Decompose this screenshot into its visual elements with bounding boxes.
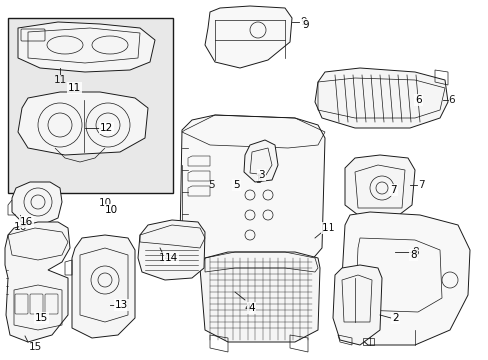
Polygon shape (314, 68, 447, 128)
Text: 14: 14 (158, 253, 171, 263)
Text: 14: 14 (164, 253, 178, 263)
Text: 16: 16 (20, 217, 33, 227)
Polygon shape (5, 222, 70, 342)
Text: 12: 12 (100, 123, 113, 133)
Bar (8, 18, 173, 193)
Text: 8: 8 (409, 250, 416, 260)
Polygon shape (215, 152, 278, 205)
Polygon shape (332, 265, 381, 345)
Text: 8: 8 (411, 247, 418, 257)
Text: 7: 7 (417, 180, 424, 190)
Text: 4: 4 (247, 303, 254, 313)
Polygon shape (341, 212, 469, 345)
Polygon shape (18, 92, 148, 155)
Polygon shape (244, 140, 278, 182)
Text: 9: 9 (302, 20, 308, 30)
Text: 3: 3 (254, 175, 261, 185)
Text: 12: 12 (100, 123, 113, 133)
Text: 6: 6 (414, 95, 421, 105)
Text: 3: 3 (258, 170, 264, 180)
Text: 16: 16 (13, 222, 26, 232)
Polygon shape (72, 235, 135, 338)
Text: 1: 1 (327, 223, 334, 233)
Polygon shape (18, 22, 155, 72)
Text: 13: 13 (115, 300, 128, 310)
Text: 15: 15 (35, 313, 48, 323)
Text: 2: 2 (391, 313, 398, 323)
Text: 15: 15 (28, 342, 41, 352)
Text: 1: 1 (321, 223, 328, 233)
Text: 7: 7 (389, 185, 396, 195)
Polygon shape (12, 182, 62, 225)
Polygon shape (138, 220, 204, 280)
Polygon shape (180, 115, 325, 268)
Text: 11: 11 (53, 75, 66, 85)
Text: 4: 4 (244, 303, 251, 313)
Text: 5: 5 (208, 180, 215, 190)
Text: 13: 13 (115, 300, 128, 310)
Text: 2: 2 (391, 313, 398, 323)
Text: 10: 10 (105, 205, 118, 215)
Polygon shape (345, 155, 414, 218)
Text: 5: 5 (232, 180, 239, 190)
Polygon shape (200, 252, 319, 342)
Text: 9: 9 (299, 17, 306, 27)
Text: 11: 11 (68, 83, 81, 93)
Text: 6: 6 (447, 95, 454, 105)
Polygon shape (204, 6, 291, 68)
Text: 10: 10 (98, 198, 111, 208)
